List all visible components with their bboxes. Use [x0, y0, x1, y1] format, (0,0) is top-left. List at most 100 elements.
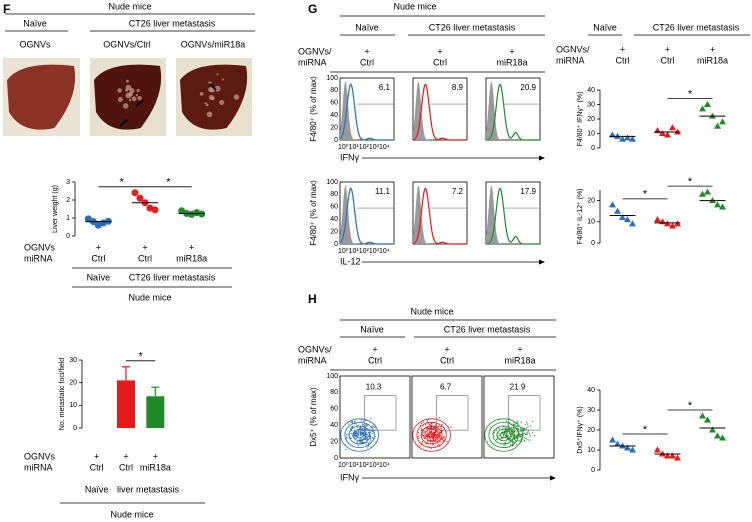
flow-marker: IFNγ — [340, 472, 359, 482]
event-dot — [438, 432, 440, 434]
event-dot — [512, 426, 514, 428]
data-point — [704, 101, 711, 107]
metastasis-spot — [131, 96, 137, 102]
contour — [344, 422, 375, 449]
event-dot — [425, 424, 427, 426]
y-tick-label: 20 — [587, 197, 595, 204]
event-dot — [346, 437, 348, 439]
event-dot — [529, 425, 531, 427]
significance-star: * — [166, 177, 171, 189]
event-dot — [365, 425, 367, 427]
condition-cell: Ctrl — [661, 55, 675, 65]
significance-star: * — [120, 177, 125, 189]
event-dot — [519, 435, 522, 437]
event-dot — [371, 425, 373, 427]
header: CT26 liver metastasis — [653, 22, 740, 32]
y-tick-label: 30 — [69, 357, 77, 364]
event-dot — [428, 423, 430, 425]
y-tick-label: 0 — [73, 425, 77, 432]
event-dot — [517, 420, 519, 422]
event-dot — [422, 435, 424, 437]
metastasis-spot — [125, 92, 132, 99]
event-dot — [348, 423, 350, 425]
y-tick-label: 10 — [69, 402, 77, 409]
y-tick-label: 1 — [66, 215, 70, 222]
data-point — [699, 105, 706, 112]
event-dot — [442, 430, 444, 432]
metastasis-spot — [221, 78, 224, 81]
data-point — [699, 412, 706, 419]
contour — [427, 431, 436, 439]
event-dot — [351, 420, 354, 422]
y-axis-label: Dx5⁺IFNγ⁺ (%) — [577, 406, 584, 453]
event-dot — [365, 424, 367, 426]
event-dot — [442, 440, 444, 442]
y-tick-label: 30 — [587, 407, 595, 414]
header: Nude mice — [108, 1, 151, 11]
event-dot — [437, 430, 439, 432]
event-dot — [515, 425, 517, 427]
y-tick-label: 20 — [587, 427, 595, 434]
gate-value: 10.3 — [366, 383, 382, 392]
event-dot — [512, 428, 514, 430]
contour — [355, 431, 364, 439]
event-dot — [422, 421, 424, 423]
event-dot — [350, 426, 352, 428]
metastasis-spot — [208, 94, 214, 100]
event-dot — [446, 441, 448, 443]
event-dot — [418, 437, 420, 439]
event-dot — [518, 432, 520, 434]
event-dot — [359, 426, 361, 428]
data-point — [664, 131, 671, 138]
event-dot — [505, 434, 507, 436]
event-dot — [513, 422, 515, 424]
event-dot — [353, 434, 355, 436]
flow-tick-label: 20 — [330, 228, 338, 235]
event-dot — [441, 424, 443, 426]
condition-cell: miR18a — [140, 462, 171, 472]
event-dot — [364, 435, 366, 437]
event-dot — [355, 432, 357, 434]
event-dot — [527, 439, 529, 441]
event-dot — [532, 432, 534, 434]
event-dot — [511, 432, 513, 434]
event-dot — [358, 430, 360, 432]
event-dot — [357, 435, 359, 437]
panel-label: H — [308, 292, 317, 306]
event-dot — [356, 441, 358, 443]
sample-histogram — [412, 83, 467, 141]
event-dot — [450, 426, 452, 428]
event-dot — [430, 432, 432, 434]
event-dot — [370, 439, 372, 441]
data-point — [136, 194, 144, 202]
contour — [352, 428, 367, 442]
event-dot — [427, 437, 429, 439]
header: CT26 liver metastasis — [444, 324, 531, 334]
condition-cell: miR18a — [496, 57, 527, 67]
event-dot — [429, 432, 431, 434]
event-dot — [511, 433, 513, 435]
condition-cell: Ctrl — [368, 355, 382, 365]
y-tick-label: 0 — [591, 240, 595, 247]
event-dot — [418, 432, 420, 434]
significance-star: * — [139, 351, 144, 363]
contour — [416, 422, 447, 449]
flow-tick-label: 40 — [330, 112, 338, 119]
event-dot — [527, 431, 529, 433]
significance-star: * — [688, 88, 693, 100]
data-point — [704, 188, 711, 195]
event-dot — [434, 437, 436, 439]
data-point — [654, 446, 661, 453]
event-dot — [371, 432, 373, 435]
event-dot — [430, 426, 433, 428]
flow-tick-label: 0 — [334, 241, 338, 248]
event-dot — [442, 439, 444, 441]
event-dot — [428, 438, 430, 440]
flow-marker: IL-12 — [340, 256, 361, 266]
event-dot — [359, 438, 361, 440]
event-dot — [426, 420, 428, 422]
condition-cell: miR18a — [504, 355, 535, 365]
event-dot — [522, 428, 524, 430]
data-point — [131, 189, 139, 197]
event-dot — [498, 434, 500, 436]
